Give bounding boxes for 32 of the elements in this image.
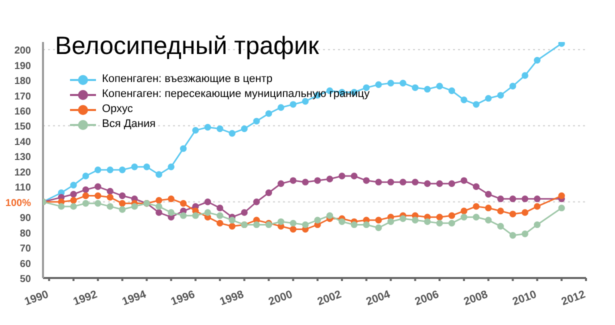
x-tick-label: 2012 [560,288,588,308]
legend-label: Копенгаген: въезжающие в центр [102,72,272,87]
y-tick-label: 80 [20,228,32,240]
y-tick-label: 190 [14,60,32,72]
y-tick-label: 140 [14,136,32,148]
chart-title: Велосипедный трафик [55,32,319,61]
y-tick-label: 160 [14,106,32,118]
y-tick-label: 180 [14,76,32,88]
y-tick-label: 170 [14,91,32,102]
y-tick-label: 90 [20,213,32,224]
x-tick-label: 1998 [218,288,246,308]
x-tick-label: 1990 [23,288,50,308]
y-tick-label: 70 [20,244,32,255]
x-tick-label: 2002 [316,288,343,308]
y-tick-label: 100% [5,198,32,209]
x-tick-label: 1992 [72,288,99,308]
y-tick-label: 110 [14,182,32,194]
y-tick-label: 150 [14,122,32,133]
y-tick-label: 120 [14,167,32,178]
legend-label: Орхус [102,102,133,117]
y-tick-label: 50 [20,274,32,285]
legend-label: Вся Дания [102,117,156,132]
x-tick-label: 2006 [413,288,441,308]
y-tick-label: 60 [20,258,32,270]
y-tick-label: 130 [14,152,32,164]
x-tick-label: 2008 [462,288,490,308]
y-tick-label: 200 [14,46,32,57]
x-tick-label: 2004 [364,288,393,308]
x-tick-label: 1996 [169,288,197,308]
x-tick-label: 1994 [120,288,149,308]
x-tick-label: 2010 [511,288,538,308]
x-tick-label: 2000 [267,288,294,308]
